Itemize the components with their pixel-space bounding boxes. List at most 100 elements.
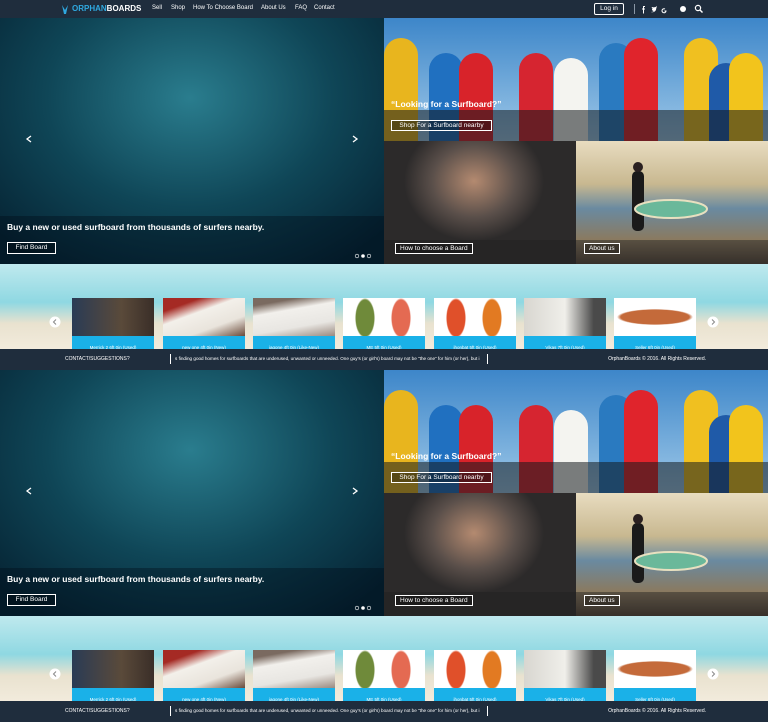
next-arrow: [352, 135, 359, 143]
shop-button[interactable]: Shop For a Surfboard nearby: [391, 472, 492, 483]
product-card[interactable]: ME 5ft 0in (Used): [343, 298, 425, 350]
prev-arrow: [25, 135, 32, 143]
hero-slide: Buy a new or used surfboard from thousan…: [0, 370, 384, 616]
facebook-icon[interactable]: [642, 6, 645, 14]
footer: CONTACT/SUGGESTIONS? s finding good homes…: [0, 701, 768, 722]
slide-dots: [354, 253, 372, 259]
nav-link[interactable]: Shop: [171, 5, 186, 11]
next-arrow: [352, 487, 359, 495]
product-label: ME 5ft 0in (Used): [366, 345, 402, 350]
surfer-photo: [632, 162, 708, 231]
top-nav: ORPHANBOARDS Sell Shop How To Choose Board…: [0, 0, 768, 18]
social-icons: [642, 4, 703, 14]
tile-overlay: [576, 592, 768, 616]
logo-rest: BOARDS: [106, 4, 142, 13]
product-image: [614, 298, 696, 336]
tile-button[interactable]: About us: [584, 243, 620, 254]
surfer-photo: [632, 514, 708, 583]
product-label-bar: jhonbat 5ft 0in (Used): [434, 688, 516, 702]
slide-dots: [354, 605, 372, 611]
product-image: [253, 650, 335, 688]
product-label-bar: jhonbat 5ft 0in (Used): [434, 336, 516, 350]
hero-slide: Buy a new or used surfboard from thousan…: [0, 18, 384, 264]
product-label: new one 4ft 0in (New): [182, 345, 226, 350]
product-label: jhonbat 5ft 0in (Used): [453, 345, 497, 350]
copyright: OrphanBoards © 2016. All Rights Reserved…: [608, 356, 706, 362]
hero-overlay: [0, 216, 384, 264]
find-board-button[interactable]: Find Board: [7, 594, 56, 606]
product-label: jagone 4ft 0in (Like-New): [268, 345, 320, 350]
product-image: [434, 298, 516, 336]
logo-accent: ORPHAN: [72, 4, 107, 13]
product-label-bar: ME 5ft 0in (Used): [343, 336, 425, 350]
pinterest-icon[interactable]: [680, 6, 686, 12]
product-label-bar: Merrick 2 6ft 0in (Used): [72, 336, 154, 350]
product-label: Vikas 7ft 0in (Used): [545, 697, 585, 702]
info-tile: How to choose a Board: [384, 493, 576, 616]
product-label: Vikas 7ft 0in (Used): [545, 345, 585, 350]
search-icon[interactable]: [694, 4, 702, 12]
ticker-text: s finding good homes for surfboards that…: [175, 708, 480, 713]
product-carousel: Merrick 2 6ft 0in (Used) new one 4ft 0in …: [0, 616, 768, 702]
product-label-bar: new one 4ft 0in (New): [163, 688, 245, 702]
tile-button[interactable]: About us: [584, 595, 620, 606]
product-image: [524, 650, 606, 688]
product-label-bar: Seller 6ft 0in (Used): [614, 688, 696, 702]
nav-link[interactable]: Sell: [152, 5, 163, 11]
search-handle: [699, 9, 703, 13]
divider: [634, 4, 635, 14]
tile-overlay: [576, 240, 768, 264]
find-board-button[interactable]: Find Board: [7, 242, 56, 254]
promo-overlay: [384, 110, 768, 141]
contact-link[interactable]: CONTACT/SUGGESTIONS?: [65, 356, 130, 362]
product-card[interactable]: ME 5ft 0in (Used): [343, 650, 425, 702]
product-image: [163, 298, 245, 336]
hero-caption: Buy a new or used surfboard from thousan…: [7, 222, 265, 232]
product-card[interactable]: new one 4ft 0in (New): [163, 298, 245, 350]
product-label: Seller 6ft 0in (Used): [635, 345, 675, 350]
product-label: ME 5ft 0in (Used): [366, 697, 402, 702]
product-card[interactable]: Seller 6ft 0in (Used): [614, 298, 696, 350]
product-card[interactable]: jagone 4ft 0in (Like-New): [253, 650, 335, 702]
copyright: OrphanBoards © 2016. All Rights Reserved…: [608, 708, 706, 714]
footer: CONTACT/SUGGESTIONS? s finding good homes…: [0, 349, 768, 370]
product-image: [343, 298, 425, 336]
product-label: jagone 4ft 0in (Like-New): [268, 697, 320, 702]
page-section: Buy a new or used surfboard from thousan…: [0, 370, 768, 722]
contact-link[interactable]: CONTACT/SUGGESTIONS?: [65, 708, 130, 714]
product-card[interactable]: new one 4ft 0in (New): [163, 650, 245, 702]
product-label: new one 4ft 0in (New): [182, 697, 226, 702]
product-card[interactable]: jagone 4ft 0in (Like-New): [253, 298, 335, 350]
tile-overlay: [384, 592, 576, 616]
product-label-bar: Vikas 7ft 0in (Used): [524, 688, 606, 702]
nav-link[interactable]: About Us: [261, 5, 286, 11]
nav-link[interactable]: How To Choose Board: [193, 5, 253, 11]
product-card[interactable]: Vikas 7ft 0in (Used): [524, 650, 606, 702]
product-label: Merrick 2 6ft 0in (Used): [89, 697, 137, 702]
product-image: [434, 650, 516, 688]
nav-link[interactable]: Contact: [314, 5, 335, 11]
product-label-bar: Vikas 7ft 0in (Used): [524, 336, 606, 350]
nav-link[interactable]: FAQ: [295, 5, 308, 11]
login-button[interactable]: Log in: [594, 3, 624, 15]
logo[interactable]: ORPHANBOARDS: [72, 4, 141, 13]
page-section: Buy a new or used surfboard from thousan…: [0, 18, 768, 370]
product-card[interactable]: Merrick 2 6ft 0in (Used): [72, 650, 154, 702]
twitter-icon[interactable]: [651, 6, 657, 13]
product-label: Seller 6ft 0in (Used): [635, 697, 675, 702]
info-tile: How to choose a Board: [384, 141, 576, 264]
ticker: s finding good homes for surfboards that…: [170, 354, 488, 364]
tile-button[interactable]: How to choose a Board: [395, 243, 473, 254]
product-card[interactable]: jhonbat 5ft 0in (Used): [434, 298, 516, 350]
product-card[interactable]: Merrick 2 6ft 0in (Used): [72, 298, 154, 350]
tile-button[interactable]: How to choose a Board: [395, 595, 473, 606]
google-plus-icon[interactable]: [661, 8, 667, 14]
promo-panel: “Looking for a Surfboard?” Shop For a Sur…: [384, 18, 768, 141]
shop-button[interactable]: Shop For a Surfboard nearby: [391, 120, 492, 131]
info-tile: About us: [576, 141, 768, 264]
ticker-text: s finding good homes for surfboards that…: [175, 356, 480, 361]
product-image: [614, 650, 696, 688]
product-card[interactable]: Vikas 7ft 0in (Used): [524, 298, 606, 350]
product-card[interactable]: jhonbat 5ft 0in (Used): [434, 650, 516, 702]
product-card[interactable]: Seller 6ft 0in (Used): [614, 650, 696, 702]
